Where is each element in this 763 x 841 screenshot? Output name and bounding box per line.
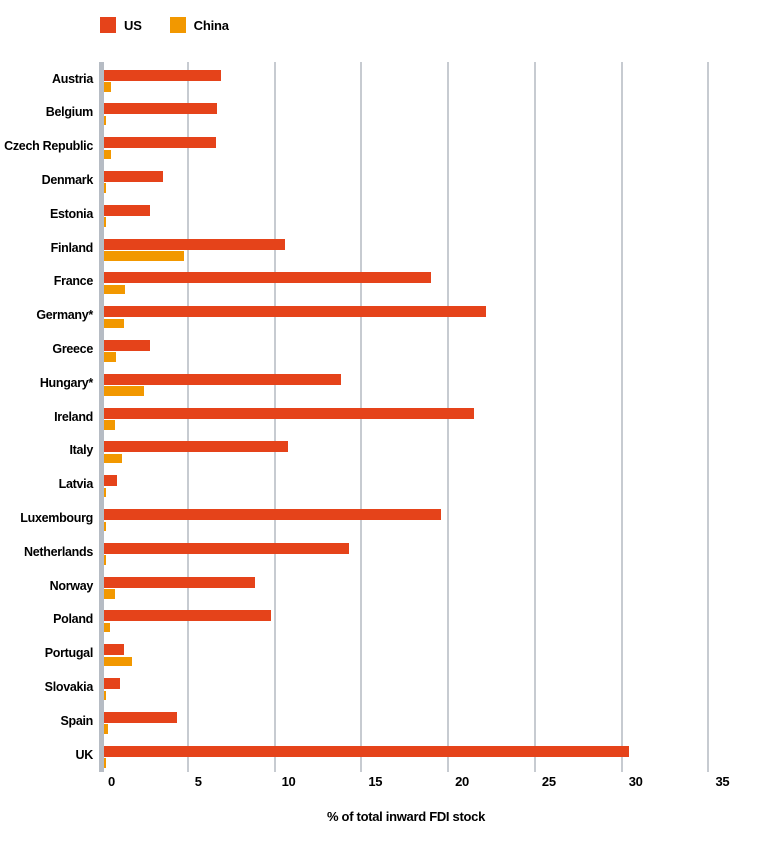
category-label-belgium: Belgium (45, 105, 94, 120)
category-label-spain: Spain (60, 713, 93, 728)
category-label-portugal: Portugal (44, 646, 94, 661)
bar-china-portugal (104, 656, 133, 667)
bar-us-slovakia (104, 678, 121, 690)
x-tick-20: 20 (455, 774, 469, 789)
bar-us-greece (104, 339, 150, 351)
zero-axis-line (99, 62, 104, 772)
bar-us-estonia (104, 204, 150, 216)
bar-china-france (104, 284, 126, 295)
category-label-luxembourg: Luxembourg (20, 511, 93, 526)
bar-us-portugal (104, 644, 124, 656)
bar-china-ireland (104, 420, 115, 430)
x-tick-30: 30 (628, 774, 643, 789)
bar-china-spain (104, 724, 108, 734)
bar-us-spain (104, 711, 178, 723)
category-label-latvia: Latvia (58, 477, 94, 492)
bar-us-uk (104, 745, 629, 757)
category-label-hungary: Hungary* (39, 375, 93, 390)
x-tick-15: 15 (368, 774, 383, 789)
bar-us-germany (104, 306, 487, 318)
x-tick-35: 35 (715, 774, 730, 789)
x-tick-10: 10 (281, 774, 296, 789)
bar-china-netherlands (104, 555, 107, 565)
legend-item-china: China (169, 17, 229, 33)
legend-label-us: US (124, 17, 142, 33)
category-label-france: France (53, 274, 94, 289)
bar-china-slovakia (104, 690, 106, 701)
category-label-finland: Finland (50, 240, 94, 255)
bar-china-poland (104, 622, 110, 633)
category-label-italy: Italy (69, 443, 93, 458)
category-label-greece: Greece (52, 341, 93, 356)
bar-us-finland (104, 238, 285, 250)
x-tick-25: 25 (541, 774, 556, 789)
bar-us-denmark (104, 170, 164, 182)
gridline-35 (707, 62, 710, 772)
bar-us-ireland (104, 407, 475, 419)
category-label-austria: Austria (52, 71, 93, 86)
x-axis-ticks: 0 5 10 15 20 25 30 35 (101, 774, 763, 792)
legend-label-china: China (193, 17, 229, 33)
bar-china-estonia (104, 217, 106, 227)
category-label-uk: UK (75, 747, 94, 762)
bar-china-norway (104, 589, 115, 599)
category-label-germany: Germany* (36, 308, 93, 323)
category-label-norway: Norway (49, 578, 94, 593)
legend-item-us: US (100, 17, 142, 33)
bar-us-netherlands (104, 542, 350, 554)
bar-us-latvia (104, 475, 117, 487)
bar-us-austria (104, 69, 221, 81)
bar-us-hungary (104, 373, 341, 385)
bar-china-luxembourg (104, 521, 107, 532)
plot-area (99, 62, 763, 772)
legend: US China (100, 17, 229, 33)
bar-china-denmark (104, 183, 106, 193)
category-label-estonia: Estonia (49, 206, 93, 221)
gridline-30 (620, 62, 623, 772)
category-labels: Austria Belgium Czech Republic Denmark Eston… (0, 62, 97, 772)
bar-us-poland (104, 610, 272, 622)
x-tick-5: 5 (194, 774, 202, 789)
bar-us-france (104, 272, 431, 284)
bar-us-belgium (104, 103, 218, 115)
category-label-ireland: Ireland (54, 409, 93, 424)
bar-china-germany (104, 318, 124, 329)
bar-china-czech-republic (104, 149, 112, 160)
legend-swatch-china-icon (169, 17, 186, 33)
bar-china-austria (104, 82, 112, 92)
category-label-netherlands: Netherlands (24, 544, 93, 559)
category-label-poland: Poland (53, 612, 93, 627)
bar-china-latvia (104, 487, 106, 498)
x-tick-0: 0 (108, 774, 115, 789)
bar-china-belgium (104, 115, 106, 126)
bar-us-italy (104, 441, 289, 453)
gridline-25 (533, 62, 536, 772)
bar-china-uk (104, 758, 106, 768)
x-axis-title: % of total inward FDI stock (326, 809, 486, 824)
legend-swatch-us-icon (100, 17, 116, 33)
bar-china-hungary (104, 386, 145, 396)
category-label-denmark: Denmark (41, 172, 94, 187)
category-label-slovakia: Slovakia (44, 680, 94, 695)
chart-area: Austria Belgium Czech Republic Denmark Eston… (0, 62, 763, 772)
bar-us-czech-republic (104, 137, 216, 149)
bar-china-finland (104, 251, 185, 261)
bar-china-italy (104, 453, 122, 464)
bar-china-greece (104, 352, 116, 362)
bar-us-norway (104, 576, 256, 588)
category-label-czech-republic: Czech Republic (4, 139, 93, 154)
bar-us-luxembourg (104, 509, 442, 521)
